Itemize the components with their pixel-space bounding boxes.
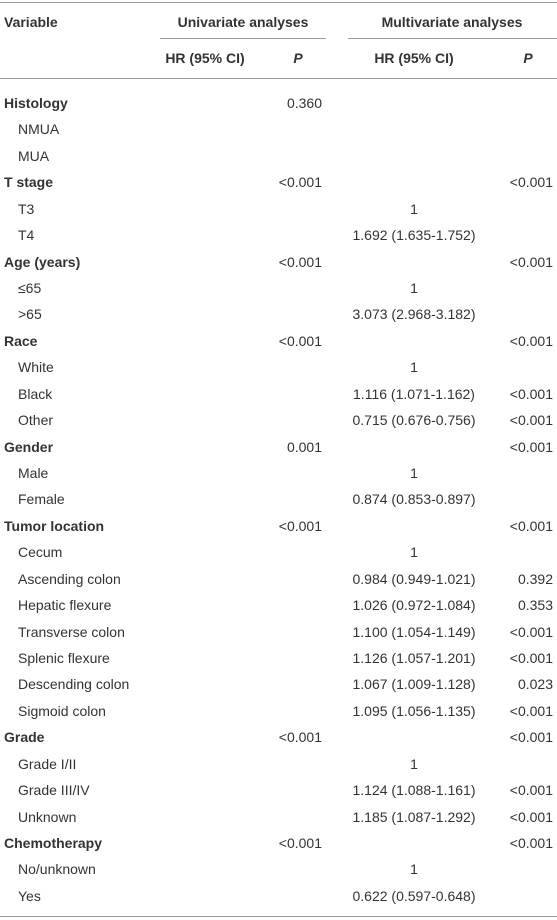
cell: 3.073 (2.968-3.182) bbox=[352, 306, 476, 323]
cell: 1.126 (1.057-1.201) bbox=[352, 650, 476, 667]
cell: 1 bbox=[410, 544, 418, 561]
cell: <0.001 bbox=[509, 385, 553, 402]
cell: 1.185 (1.087-1.292) bbox=[352, 808, 476, 825]
cell: 1.095 (1.056-1.135) bbox=[352, 702, 476, 719]
cell: 1.026 (0.972-1.084) bbox=[352, 597, 476, 614]
row-label: T4 bbox=[18, 227, 35, 244]
row-label: NMUA bbox=[18, 121, 60, 138]
cell: 0.001 bbox=[286, 438, 322, 455]
cell: 0.023 bbox=[517, 676, 553, 693]
row-label: Yes bbox=[18, 887, 41, 904]
row-label: Grade I/II bbox=[18, 755, 77, 772]
group-label: Gender bbox=[4, 438, 54, 455]
cell: 0.392 bbox=[517, 570, 553, 587]
cell: <0.001 bbox=[509, 782, 553, 799]
row-label: Splenic flexure bbox=[18, 650, 110, 667]
header-cell: HR (95% CI) bbox=[374, 50, 454, 66]
cell: 0.874 (0.853-0.897) bbox=[352, 491, 476, 508]
cell: 1.692 (1.635-1.752) bbox=[352, 227, 476, 244]
row-label: Sigmoid colon bbox=[18, 702, 106, 719]
cell: <0.001 bbox=[509, 808, 553, 825]
row-label: Unknown bbox=[18, 808, 77, 825]
row-label: MUA bbox=[18, 147, 50, 164]
cell: <0.001 bbox=[278, 332, 322, 349]
cell: <0.001 bbox=[509, 517, 553, 534]
cell: 1 bbox=[410, 280, 418, 296]
cell: <0.001 bbox=[278, 517, 322, 534]
row-label: ≤65 bbox=[18, 280, 42, 296]
cell: <0.001 bbox=[509, 729, 553, 746]
cell: 1 bbox=[410, 359, 418, 376]
row-label: Female bbox=[18, 491, 65, 508]
group-label: Age (years) bbox=[4, 253, 81, 270]
cell: 1 bbox=[410, 861, 418, 878]
group-label: Race bbox=[4, 332, 38, 349]
cell: <0.001 bbox=[278, 729, 322, 746]
cell: 0.360 bbox=[286, 95, 322, 111]
row-label: Ascending colon bbox=[18, 570, 121, 587]
cell: <0.001 bbox=[509, 174, 553, 191]
cell: <0.001 bbox=[509, 702, 553, 719]
header-group: Multivariate analyses bbox=[381, 14, 523, 30]
cell: <0.001 bbox=[509, 438, 553, 455]
cell: <0.001 bbox=[509, 253, 553, 270]
cell: 0.622 (0.597-0.648) bbox=[352, 887, 476, 904]
cell: <0.001 bbox=[509, 835, 553, 852]
cell: <0.001 bbox=[278, 174, 322, 191]
group-label: Chemotherapy bbox=[4, 835, 103, 852]
group-label: Grade bbox=[4, 729, 45, 746]
cell: 1.067 (1.009-1.128) bbox=[352, 676, 476, 693]
row-label: No/unknown bbox=[18, 861, 96, 878]
cell: 1.100 (1.054-1.149) bbox=[352, 623, 476, 640]
cell: 0.984 (0.949-1.021) bbox=[352, 570, 476, 587]
cell: 1 bbox=[410, 465, 418, 482]
row-label: T3 bbox=[18, 200, 35, 217]
cell: 0.353 bbox=[517, 597, 553, 614]
row-label: Grade III/IV bbox=[18, 782, 90, 799]
cell: <0.001 bbox=[509, 412, 553, 429]
cell: <0.001 bbox=[509, 332, 553, 349]
rule bbox=[0, 916, 557, 917]
row-label: Hepatic flexure bbox=[18, 597, 112, 614]
row-label: Transverse colon bbox=[18, 623, 125, 640]
cell: <0.001 bbox=[509, 650, 553, 667]
cell: 1 bbox=[410, 755, 418, 772]
cell: <0.001 bbox=[509, 623, 553, 640]
header-group: Univariate analyses bbox=[177, 14, 309, 30]
row-label: Male bbox=[18, 465, 49, 482]
group-label: Histology bbox=[4, 95, 68, 111]
rule bbox=[348, 38, 557, 39]
header-cell: P bbox=[523, 50, 533, 66]
row-label: Cecum bbox=[18, 544, 63, 561]
cell: 1.124 (1.088-1.161) bbox=[352, 782, 476, 799]
cell: <0.001 bbox=[278, 253, 322, 270]
group-label: T stage bbox=[4, 174, 54, 191]
cell: 0.715 (0.676-0.756) bbox=[352, 412, 476, 429]
row-label: >65 bbox=[18, 306, 42, 323]
row-label: Other bbox=[18, 412, 54, 429]
cell: 1 bbox=[410, 200, 418, 217]
group-label: Tumor location bbox=[4, 517, 105, 534]
cell: 1.116 (1.071-1.162) bbox=[353, 385, 475, 402]
row-label: Black bbox=[18, 385, 53, 402]
cell: <0.001 bbox=[278, 835, 322, 852]
header-cell: Variable bbox=[4, 14, 58, 30]
row-label: Descending colon bbox=[18, 676, 130, 693]
rule bbox=[160, 38, 326, 39]
header-cell: HR (95% CI) bbox=[165, 50, 245, 66]
header-cell: P bbox=[293, 50, 303, 66]
rule bbox=[0, 2, 557, 3]
row-label: White bbox=[18, 359, 54, 376]
rule bbox=[0, 78, 557, 79]
